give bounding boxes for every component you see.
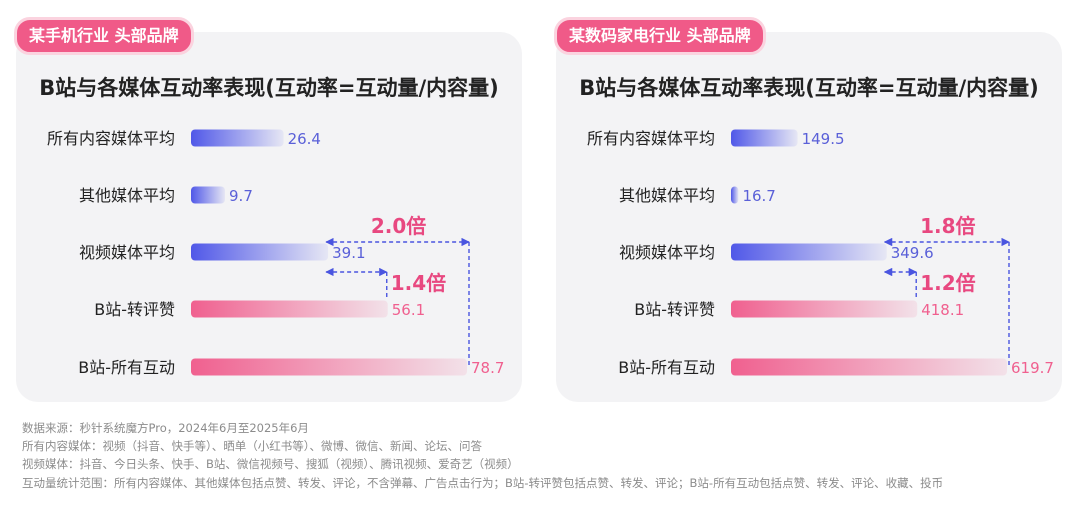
industry-tag-appliance: 某数码家电行业 头部品牌 [554,17,766,55]
note-interaction-scope: 互动量统计范围：所有内容媒体、其他媒体包括点赞、转发、评论，不含弹幕、广告点击行… [22,475,944,490]
category-label: 其他媒体平均 [619,186,715,205]
bar [731,243,887,261]
bar-chart-appliance: 所有内容媒体平均 149.5 其他媒体平均 16.7 视频媒体平均 349.6 B站-转评赞… [587,129,1054,377]
bar [731,358,1007,376]
multiplier-label: 1.8倍 [920,214,975,238]
bar [191,186,226,204]
multiplier-label: 1.2倍 [920,271,975,295]
value-label: 349.6 [891,244,934,262]
value-label: 39.1 [332,244,365,262]
chart-panel-appliance [556,32,1062,402]
note-video-media: 视频媒体：抖音、今日头条、快手、B站、微信视频号、搜狐（视频）、腾讯视频、爱奇艺… [22,457,519,472]
bar [731,129,798,147]
value-label: 149.5 [802,130,845,148]
category-label: B站-所有互动 [78,358,175,377]
value-label: 16.7 [742,187,775,205]
bar [731,300,918,318]
category-label: 所有内容媒体平均 [587,129,715,148]
multiplier-label: 2.0倍 [371,214,426,238]
bar-chart-phone: 所有内容媒体平均 26.4 其他媒体平均 9.7 视频媒体平均 39.1 B站-转评赞 56.… [47,129,504,377]
value-label: 78.7 [471,359,504,377]
chart-title-phone: B站与各媒体互动率表现(互动率=互动量/内容量) [39,76,499,100]
value-label: 56.1 [392,301,425,319]
bar [191,358,467,376]
multiplier-label: 1.4倍 [391,271,446,295]
value-label: 26.4 [288,130,321,148]
note-data-source: 数据来源：秒针系统魔方Pro，2024年6月至2025年6月 [22,421,309,435]
industry-tag-phone: 某手机行业 头部品牌 [14,17,194,55]
bar [191,300,388,318]
chart-panel-phone [16,32,522,402]
bar [731,186,739,204]
bar [191,129,284,147]
source-notes: 数据来源：秒针系统魔方Pro，2024年6月至2025年6月 所有内容媒体：视频… [22,419,943,492]
category-label: 视频媒体平均 [79,243,175,262]
category-label: B站-所有互动 [618,358,715,377]
bar [191,243,329,261]
value-label: 418.1 [921,301,964,319]
category-label: 视频媒体平均 [619,243,715,262]
category-label: B站-转评赞 [634,300,715,319]
category-label: B站-转评赞 [94,300,175,319]
category-label: 其他媒体平均 [79,186,175,205]
category-label: 所有内容媒体平均 [47,129,175,148]
value-label: 619.7 [1011,359,1054,377]
note-all-media: 所有内容媒体：视频（抖音、快手等）、晒单（小红书等）、微博、微信、新闻、论坛、问… [22,439,482,454]
value-label: 9.7 [229,187,253,205]
chart-title-appliance: B站与各媒体互动率表现(互动率=互动量/内容量) [579,76,1039,100]
